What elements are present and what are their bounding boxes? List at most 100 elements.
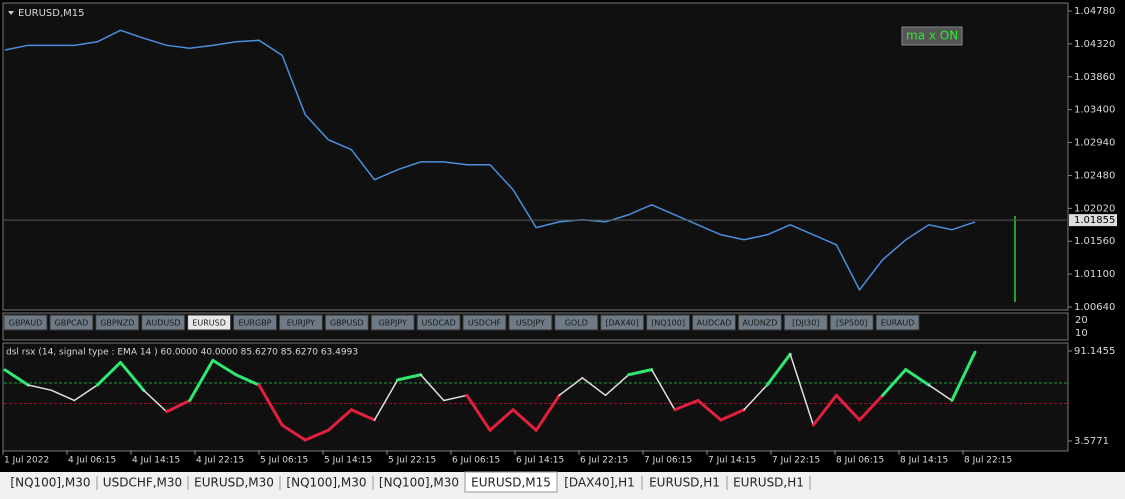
- button-label[interactable]: USDJPY: [516, 319, 545, 328]
- indicator-segment: [165, 398, 192, 414]
- button-label[interactable]: AUDNZD: [742, 319, 777, 328]
- symbol-button[interactable]: [SP500]: [829, 314, 874, 331]
- indicator-segment: [211, 358, 238, 377]
- symbol-button[interactable]: EURAUD: [875, 314, 920, 331]
- symbol-button[interactable]: USDCAD: [416, 314, 461, 331]
- x-tick-label: 6 Jul 14:15: [516, 456, 564, 466]
- button-label[interactable]: GBPNZD: [100, 319, 134, 328]
- tab-label[interactable]: USDCHF,M30: [103, 476, 182, 490]
- last-price-label: 1.01855: [1074, 215, 1115, 226]
- x-tick-label: 6 Jul 22:15: [580, 456, 628, 466]
- button-label[interactable]: [DJI30]: [792, 319, 819, 328]
- symbol-button[interactable]: GBPAUD: [3, 314, 48, 331]
- tab-label[interactable]: [NQ100],M30: [286, 476, 366, 490]
- indicator-segment: [326, 408, 353, 432]
- symbol-button[interactable]: EURGBP: [233, 314, 277, 331]
- button-label[interactable]: USDCAD: [421, 319, 455, 328]
- button-face[interactable]: [646, 314, 691, 331]
- symbol-button[interactable]: GBPJPY: [370, 314, 415, 331]
- menu-arrow[interactable]: [8, 11, 14, 15]
- button-label[interactable]: EURJPY: [287, 319, 315, 328]
- button-label[interactable]: EURGBP: [239, 319, 272, 328]
- button-face[interactable]: [829, 314, 874, 331]
- symbol-button[interactable]: EURJPY: [278, 314, 323, 331]
- indicator-panel: [2, 342, 1069, 452]
- indicator-segment: [881, 368, 908, 397]
- button-face[interactable]: [875, 314, 920, 331]
- x-tick-label: 8 Jul 22:15: [964, 456, 1012, 466]
- button-face[interactable]: [600, 314, 645, 331]
- symbol-button[interactable]: GBPNZD: [95, 314, 140, 331]
- tab-label[interactable]: [NQ100],M30: [379, 476, 459, 490]
- button-face[interactable]: [95, 314, 140, 331]
- button-face[interactable]: [49, 314, 94, 331]
- tab-label[interactable]: EURUSD,M30: [194, 476, 274, 490]
- tab-label[interactable]: EURUSD,H1: [649, 476, 720, 490]
- panel-scale: 20: [1075, 315, 1088, 326]
- symbol-button[interactable]: AUDUSD: [141, 314, 186, 331]
- symbol-button[interactable]: [DJI30]: [783, 314, 828, 331]
- button-face[interactable]: [187, 314, 232, 331]
- button-face[interactable]: [3, 314, 48, 331]
- button-label[interactable]: [SP500]: [836, 319, 867, 328]
- symbol-button[interactable]: [DAX40]: [600, 314, 645, 331]
- y-tick-label: 1.02020: [1074, 203, 1115, 214]
- badge-box[interactable]: [901, 26, 963, 46]
- indicator-segment: [27, 384, 52, 391]
- button-face[interactable]: [324, 314, 369, 331]
- button-label[interactable]: GBPCAD: [55, 319, 89, 328]
- tab-label[interactable]: EURUSD,M15: [471, 476, 551, 490]
- symbol-title: EURUSD,M15: [18, 8, 84, 19]
- button-face[interactable]: [554, 314, 599, 331]
- y-tick-label: 1.02940: [1074, 138, 1115, 149]
- tab-label[interactable]: [NQ100],M30: [10, 476, 90, 490]
- button-face[interactable]: [508, 314, 553, 331]
- x-tick-label: 5 Jul 14:15: [324, 456, 372, 466]
- button-label[interactable]: GBPJPY: [378, 319, 407, 328]
- button-face[interactable]: [462, 314, 507, 331]
- button-label[interactable]: GBPUSD: [330, 319, 364, 328]
- button-label[interactable]: [NQ100]: [651, 319, 685, 328]
- symbol-button[interactable]: GBPUSD: [324, 314, 369, 331]
- symbol-button[interactable]: EURUSD: [187, 314, 232, 331]
- symbol-button[interactable]: [NQ100]: [646, 314, 691, 331]
- button-label[interactable]: [DAX40]: [605, 319, 638, 328]
- indicator-segment: [834, 393, 862, 422]
- button-face[interactable]: [737, 314, 782, 331]
- indicator-segment: [50, 389, 76, 402]
- button-label[interactable]: AUDUSD: [146, 319, 181, 328]
- symbol-button[interactable]: AUDNZD: [737, 314, 782, 331]
- button-face[interactable]: [783, 314, 828, 331]
- button-label[interactable]: GBPAUD: [9, 319, 43, 328]
- indicator-segment: [257, 383, 284, 427]
- symbol-button[interactable]: USDCHF: [462, 314, 507, 331]
- symbol-button[interactable]: AUDCAD: [692, 314, 736, 331]
- badge[interactable]: ma x ON: [906, 29, 958, 43]
- tab-label[interactable]: [DAX40],H1: [564, 476, 635, 490]
- button-face[interactable]: [141, 314, 186, 331]
- tab-label[interactable]: EURUSD,H1: [733, 476, 804, 490]
- button-face[interactable]: [370, 314, 415, 331]
- x-tick-label: 8 Jul 14:15: [900, 456, 948, 466]
- indicator-segment: [3, 368, 30, 387]
- symbol-button[interactable]: GBPCAD: [49, 314, 94, 331]
- indicator-segment: [396, 373, 423, 382]
- button-face[interactable]: [233, 314, 277, 331]
- indicator-segment: [950, 350, 977, 402]
- price-line: [4, 29, 976, 292]
- symbol-button[interactable]: USDJPY: [508, 314, 553, 331]
- symbol-button[interactable]: GOLD: [554, 314, 599, 331]
- button-face[interactable]: [416, 314, 461, 331]
- button-label[interactable]: EURUSD: [192, 319, 226, 328]
- button-label[interactable]: AUDCAD: [697, 319, 732, 328]
- button-label[interactable]: USDCHF: [468, 319, 502, 328]
- indicator-segment: [858, 393, 885, 422]
- button-face[interactable]: [278, 314, 323, 331]
- button-label[interactable]: GOLD: [565, 319, 588, 328]
- button-label[interactable]: EURAUD: [881, 319, 915, 328]
- button-face[interactable]: [692, 314, 736, 331]
- indicator-segment: [280, 423, 307, 442]
- y-tick-label: 1.01100: [1074, 269, 1115, 280]
